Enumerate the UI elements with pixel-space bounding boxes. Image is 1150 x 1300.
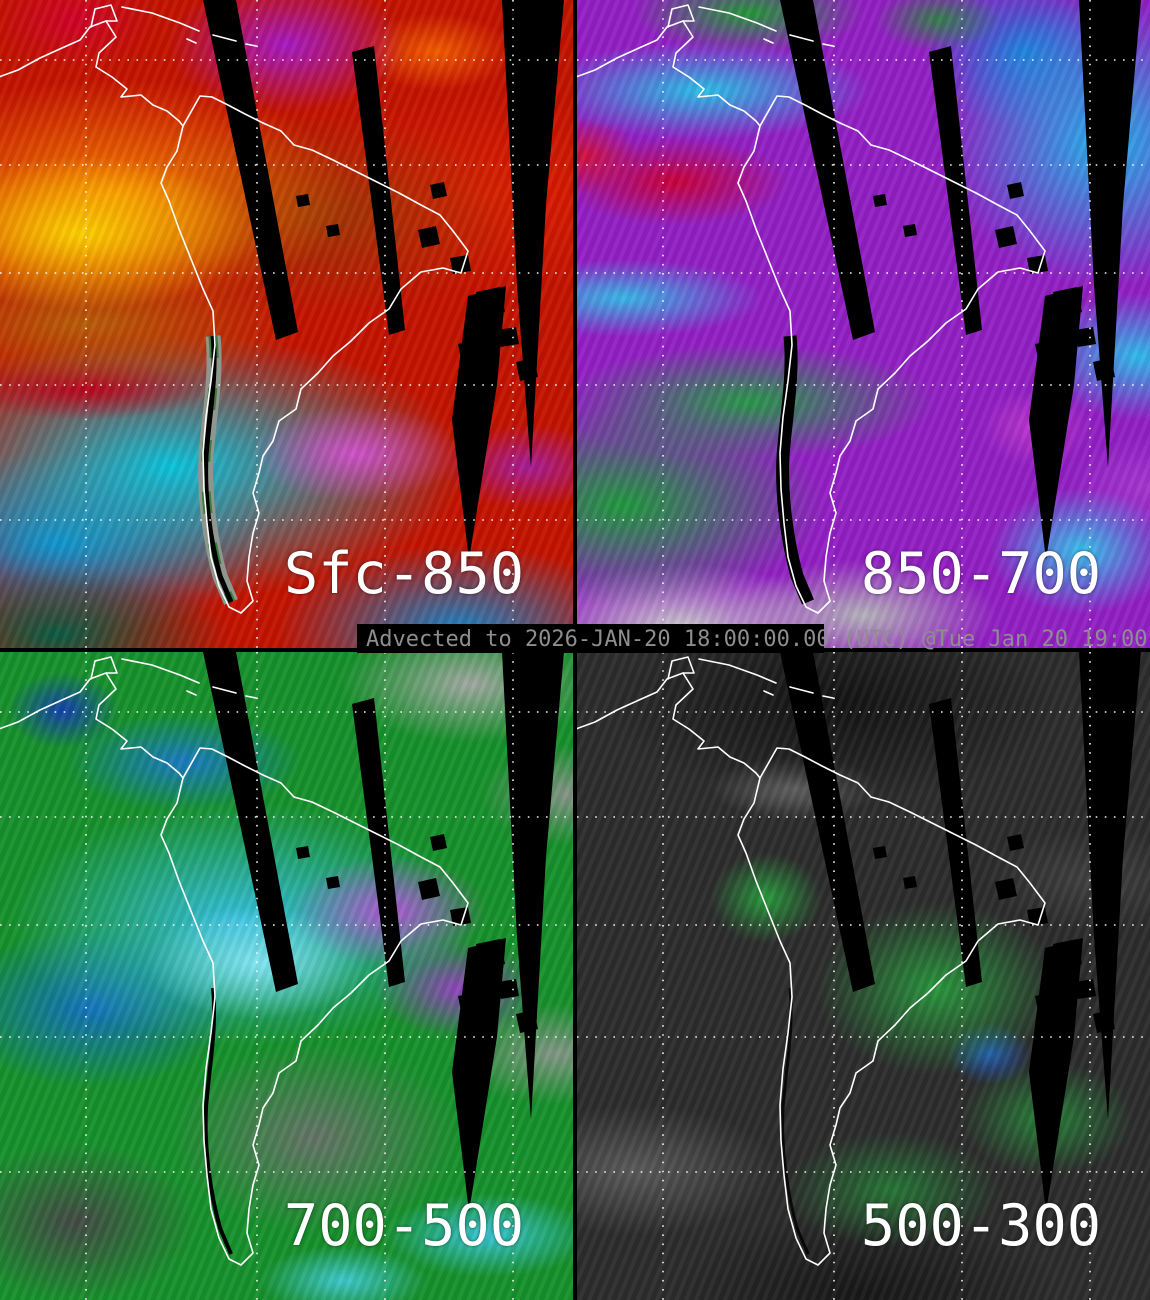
missing-data-speckles [873,834,1115,1033]
satellite-gap-swaths [780,652,1141,1212]
coastline [577,4,1046,614]
coastline [577,656,1046,1266]
panel-label-sfc-850: Sfc-850 [283,541,525,607]
missing-data-speckles [296,182,538,381]
coastline [0,4,469,614]
map-overlay [0,652,573,1300]
overlay-slot-700-500 [0,652,573,1300]
panel-label-500-300: 500-300 [860,1193,1102,1259]
panel-700-500: 700-500 [0,652,573,1300]
map-overlay [577,652,1150,1300]
panel-850-700: 850-700 [577,0,1150,648]
satellite-gap-swaths [203,652,564,1212]
map-overlay [577,0,1150,648]
panel-label-850-700: 850-700 [860,541,1102,607]
overlay-slot-500-300 [577,652,1150,1300]
panel-label-700-500: 700-500 [283,1193,525,1259]
andes-terrain [776,335,814,605]
coastline [0,656,469,1266]
panel-500-300: 500-300 [577,652,1150,1300]
timestamp-banner-backdrop [357,624,824,653]
andes-terrain [198,335,238,605]
andes-terrain [203,987,233,1255]
map-overlay [0,0,573,648]
pw-field-850-700 [577,0,1150,648]
timestamp-banner-text: Advected to 2026-JAN-20 18:00:00.00 (UTC… [366,627,1148,652]
panel-sfc-850: Sfc-850 [0,0,573,648]
satellite-gap-swaths [780,0,1141,560]
andes-terrain [781,987,810,1255]
overlay-slot-850-700 [577,0,1150,648]
missing-data-speckles [296,834,538,1033]
overlay-slot-sfc-850 [0,0,573,648]
missing-data-speckles [873,182,1115,381]
satellite-gap-swaths [203,0,564,560]
